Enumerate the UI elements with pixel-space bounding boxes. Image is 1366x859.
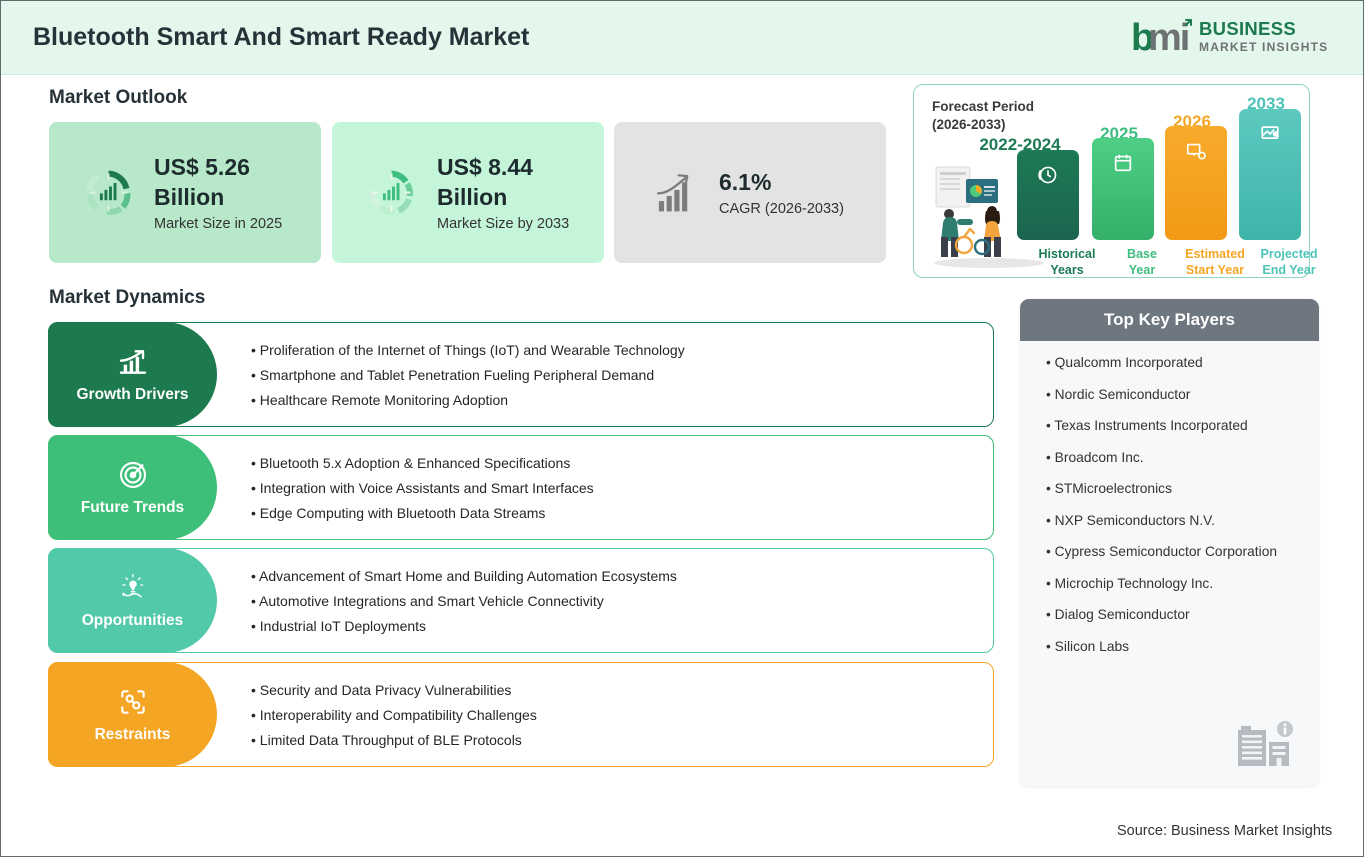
svg-text:BUSINESS: BUSINESS: [1199, 18, 1296, 39]
svg-text:MARKET INSIGHTS: MARKET INSIGHTS: [1199, 40, 1328, 54]
svg-text:mi: mi: [1148, 17, 1188, 59]
